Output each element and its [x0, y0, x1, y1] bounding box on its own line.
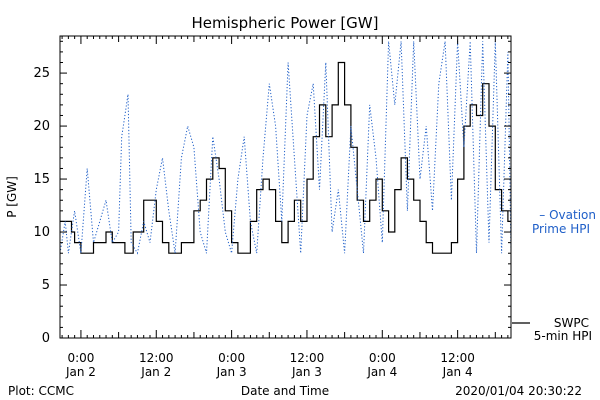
x-tick-date-label: Jan 3 [291, 365, 322, 379]
chart-title: Hemispheric Power [GW] [192, 14, 379, 32]
x-tick-date-label: Jan 4 [442, 365, 473, 379]
x-tick-time-label: 0:00 [67, 351, 94, 365]
y-tick-label: 10 [33, 225, 50, 240]
x-axis-label: Date and Time [241, 384, 329, 398]
series-layer [59, 41, 512, 255]
timestamp: 2020/01/04 20:30:22 [455, 384, 582, 398]
x-tick-date-label: Jan 4 [366, 365, 397, 379]
x-tick-time-label: 12:00 [139, 351, 174, 365]
swpc-series-line [60, 61, 511, 254]
y-tick-label: 20 [33, 119, 50, 134]
x-tick-date-label: Jan 3 [216, 365, 247, 379]
y-tick-label: 25 [33, 66, 50, 81]
y-axis-label: P [GW] [5, 176, 19, 218]
y-tick-label: 5 [42, 278, 50, 293]
x-tick-time-label: 12:00 [440, 351, 475, 365]
x-tick-date-label: Jan 2 [140, 365, 171, 379]
legend-ovation-label: – Ovation [539, 208, 596, 222]
x-tick-time-label: 0:00 [369, 351, 396, 365]
y-tick-label: 0 [42, 331, 50, 346]
legend-swpc-label: SWPC [554, 316, 589, 330]
x-tick-time-label: 0:00 [218, 351, 245, 365]
x-tick-date-label: Jan 2 [65, 365, 96, 379]
plot-credit: Plot: CCMC [8, 384, 74, 398]
x-tick-time-label: 12:00 [290, 351, 325, 365]
legend-swpc-label: 5-min HPI [534, 329, 592, 343]
legend-ovation-label: Prime HPI [532, 222, 590, 236]
y-tick-label: 15 [33, 172, 50, 187]
plot-frame [59, 35, 512, 339]
